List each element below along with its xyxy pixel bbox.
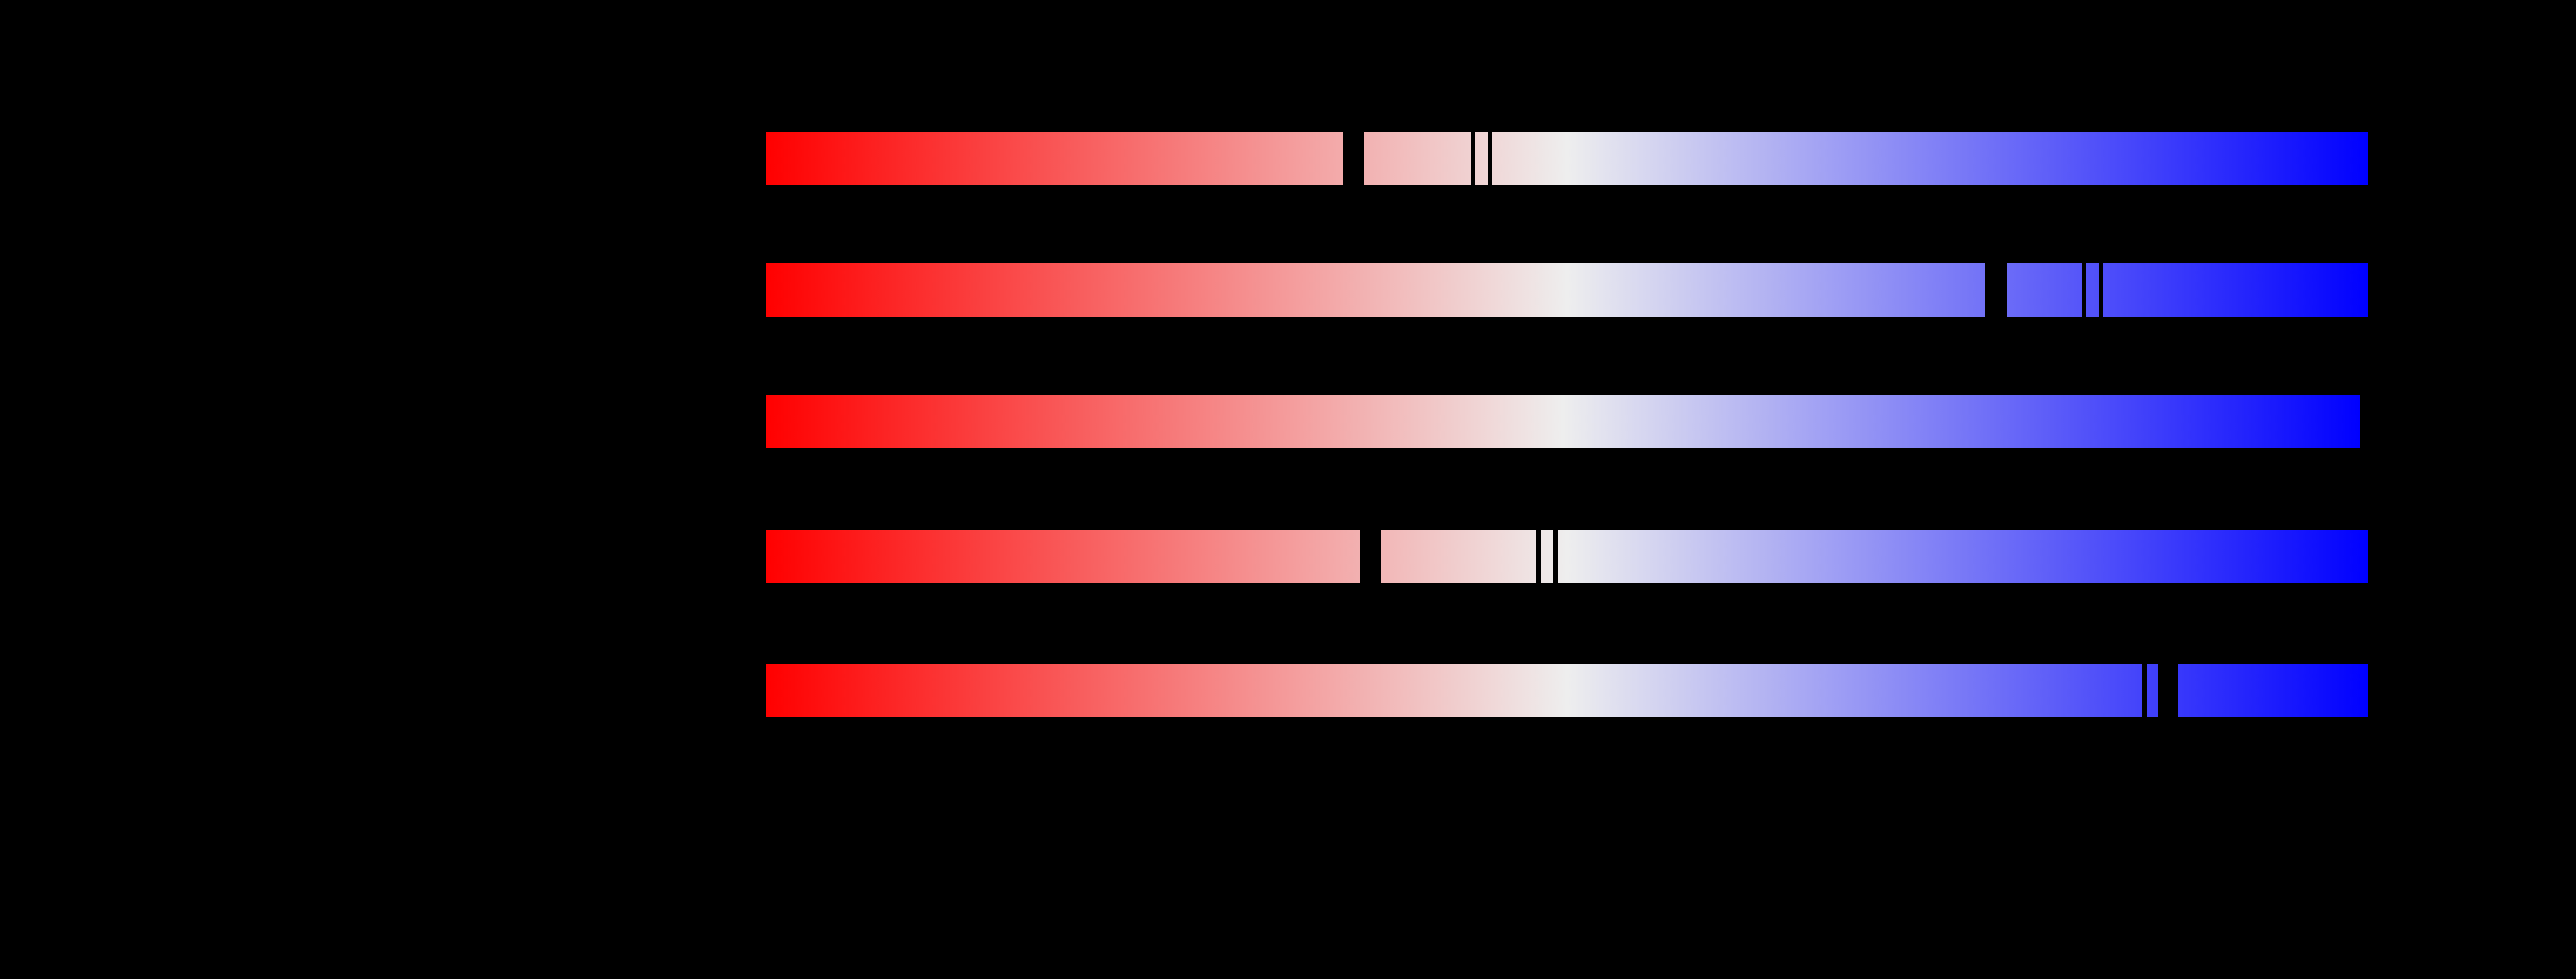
gradient-bar-5-segment-2 [2147,664,2158,717]
gradient-bar-2 [766,263,2368,317]
gradient-fill [1381,530,1536,583]
gradient-bar-1-segment-3 [1475,132,1488,185]
gradient-fill [2103,263,2368,317]
gradient-bar-4 [766,530,2368,583]
gradient-bar-3-segment-1 [766,395,2360,448]
gradient-fill [766,664,2142,717]
gradient-bar-5-segment-1 [766,664,2142,717]
gradient-bar-4-segment-1 [766,530,1360,583]
gradient-fill [2147,664,2158,717]
gradient-bar-1-segment-1 [766,132,1343,185]
gradient-fill [1475,132,1488,185]
gradient-fill [2178,664,2368,717]
gradient-bar-5-segment-3 [2178,664,2368,717]
gradient-bar-2-segment-1 [766,263,1985,317]
gradient-bar-1 [766,132,2368,185]
gradient-bar-2-segment-2 [2007,263,2082,317]
gradient-bar-4-segment-4 [1558,530,2368,583]
gradient-fill [1558,530,2368,583]
gradient-bar-5 [766,664,2368,717]
gradient-fill [1364,132,1471,185]
gradient-fill [766,132,1343,185]
gradient-bar-2-segment-4 [2103,263,2368,317]
gradient-fill [766,395,2360,448]
gradient-bar-2-segment-3 [2086,263,2099,317]
gradient-bar-1-segment-4 [1492,132,2368,185]
gradient-fill [1492,132,2368,185]
gradient-fill [1541,530,1553,583]
gradient-fill [766,263,1985,317]
gradient-bar-1-segment-2 [1364,132,1471,185]
gradient-fill [2086,263,2099,317]
gradient-bar-3 [766,395,2360,448]
gradient-bar-4-segment-3 [1541,530,1553,583]
gradient-bar-4-segment-2 [1381,530,1536,583]
gradient-fill [766,530,1360,583]
gradient-fill [2007,263,2082,317]
